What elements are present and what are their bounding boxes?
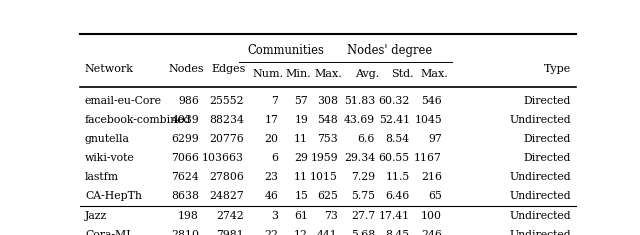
Text: Max.: Max. [314, 69, 342, 79]
Text: 65: 65 [428, 192, 442, 201]
Text: 6299: 6299 [172, 134, 199, 145]
Text: 73: 73 [324, 212, 338, 221]
Text: gnutella: gnutella [85, 134, 130, 145]
Text: 986: 986 [178, 97, 199, 106]
Text: 27.7: 27.7 [351, 212, 375, 221]
Text: 103663: 103663 [202, 153, 244, 164]
Text: 57: 57 [294, 97, 308, 106]
Text: Network: Network [85, 64, 134, 74]
Text: 60.55: 60.55 [379, 153, 410, 164]
Text: 15: 15 [294, 192, 308, 201]
Text: lastfm: lastfm [85, 172, 119, 183]
Text: email-eu-Core: email-eu-Core [85, 97, 162, 106]
Text: CA-HepTh: CA-HepTh [85, 192, 142, 201]
Text: 61: 61 [294, 212, 308, 221]
Text: Nodes' degree: Nodes' degree [348, 44, 433, 57]
Text: 6.6: 6.6 [358, 134, 375, 145]
Text: 100: 100 [421, 212, 442, 221]
Text: Undirected: Undirected [509, 172, 571, 183]
Text: Nodes: Nodes [169, 64, 204, 74]
Text: 548: 548 [317, 115, 338, 125]
Text: 7981: 7981 [216, 231, 244, 235]
Text: 25552: 25552 [209, 97, 244, 106]
Text: 6: 6 [271, 153, 278, 164]
Text: Avg.: Avg. [356, 69, 380, 79]
Text: 52.41: 52.41 [379, 115, 410, 125]
Text: 8.54: 8.54 [386, 134, 410, 145]
Text: 1045: 1045 [414, 115, 442, 125]
Text: Std.: Std. [391, 69, 413, 79]
Text: 43.69: 43.69 [344, 115, 375, 125]
Text: 4039: 4039 [172, 115, 199, 125]
Text: Num.: Num. [253, 69, 284, 79]
Text: 1959: 1959 [310, 153, 338, 164]
Text: 11: 11 [294, 134, 308, 145]
Text: 20776: 20776 [209, 134, 244, 145]
Text: 5.68: 5.68 [351, 231, 375, 235]
Text: 29: 29 [294, 153, 308, 164]
Text: wiki-vote: wiki-vote [85, 153, 134, 164]
Text: 29.34: 29.34 [344, 153, 375, 164]
Text: 625: 625 [317, 192, 338, 201]
Text: 20: 20 [264, 134, 278, 145]
Text: 11: 11 [294, 172, 308, 183]
Text: 8.45: 8.45 [386, 231, 410, 235]
Text: 12: 12 [294, 231, 308, 235]
Text: 1015: 1015 [310, 172, 338, 183]
Text: 2742: 2742 [216, 212, 244, 221]
Text: Directed: Directed [524, 97, 571, 106]
Text: 11.5: 11.5 [385, 172, 410, 183]
Text: 88234: 88234 [209, 115, 244, 125]
Text: 23: 23 [264, 172, 278, 183]
Text: 2810: 2810 [171, 231, 199, 235]
Text: Undirected: Undirected [509, 192, 571, 201]
Text: Directed: Directed [524, 134, 571, 145]
Text: 7066: 7066 [171, 153, 199, 164]
Text: 7.29: 7.29 [351, 172, 375, 183]
Text: facebook-combined: facebook-combined [85, 115, 191, 125]
Text: 19: 19 [294, 115, 308, 125]
Text: Max.: Max. [420, 69, 449, 79]
Text: 97: 97 [428, 134, 442, 145]
Text: Undirected: Undirected [509, 231, 571, 235]
Text: Undirected: Undirected [509, 212, 571, 221]
Text: 216: 216 [421, 172, 442, 183]
Text: Undirected: Undirected [509, 115, 571, 125]
Text: 8638: 8638 [171, 192, 199, 201]
Text: 753: 753 [317, 134, 338, 145]
Text: 1167: 1167 [414, 153, 442, 164]
Text: Type: Type [544, 64, 571, 74]
Text: 46: 46 [264, 192, 278, 201]
Text: Cora-ML: Cora-ML [85, 231, 134, 235]
Text: 6.46: 6.46 [385, 192, 410, 201]
Text: 246: 246 [421, 231, 442, 235]
Text: Min.: Min. [285, 69, 311, 79]
Text: Jazz: Jazz [85, 212, 108, 221]
Text: 17.41: 17.41 [379, 212, 410, 221]
Text: 7: 7 [271, 97, 278, 106]
Text: 441: 441 [317, 231, 338, 235]
Text: Edges: Edges [212, 64, 246, 74]
Text: Communities: Communities [248, 44, 324, 57]
Text: 22: 22 [264, 231, 278, 235]
Text: 24827: 24827 [209, 192, 244, 201]
Text: 7624: 7624 [172, 172, 199, 183]
Text: 27806: 27806 [209, 172, 244, 183]
Text: 51.83: 51.83 [344, 97, 375, 106]
Text: 198: 198 [178, 212, 199, 221]
Text: 17: 17 [264, 115, 278, 125]
Text: 308: 308 [317, 97, 338, 106]
Text: Directed: Directed [524, 153, 571, 164]
Text: 546: 546 [421, 97, 442, 106]
Text: 60.32: 60.32 [378, 97, 410, 106]
Text: 3: 3 [271, 212, 278, 221]
Text: 5.75: 5.75 [351, 192, 375, 201]
